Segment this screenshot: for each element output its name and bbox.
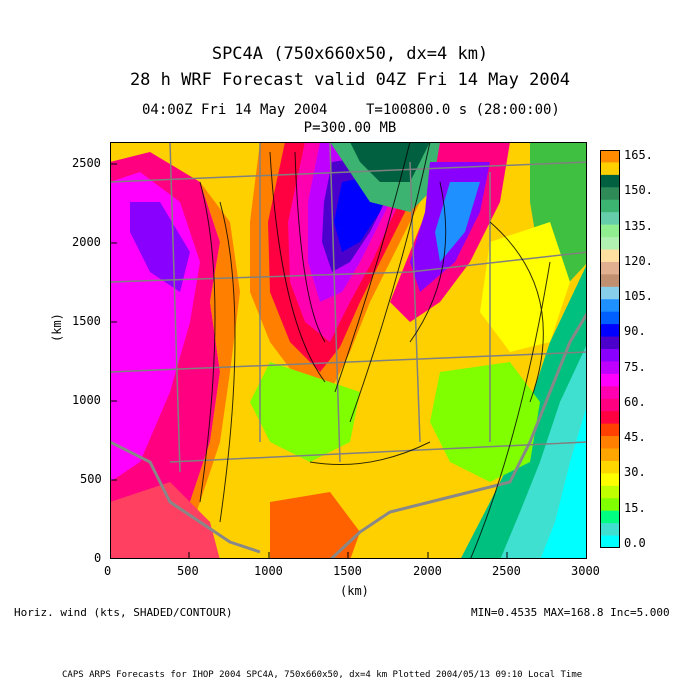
colorbar-swatch — [600, 361, 620, 375]
colorbar-label: 30. — [624, 465, 646, 480]
colorbar-swatch — [600, 162, 620, 176]
west-purple-core — [130, 202, 190, 292]
colorbar-swatch — [600, 212, 620, 226]
plot-subtitle: 28 h WRF Forecast valid 04Z Fri 14 May 2… — [129, 70, 571, 90]
colorbar-swatch — [600, 274, 620, 288]
plot-title: SPC4A (750x660x50, dx=4 km) — [211, 44, 489, 64]
colorbar-swatch — [600, 436, 620, 449]
colorbar-swatch — [600, 448, 620, 462]
y-tick-label: 2000 — [72, 235, 101, 249]
colorbar-swatch — [600, 485, 620, 499]
colorbar-label: 105. — [624, 289, 653, 304]
colorbar-label: 90. — [624, 324, 646, 339]
colorbar-swatch — [600, 336, 620, 350]
colorbar-swatch — [600, 498, 620, 512]
colorbar-swatch — [600, 535, 620, 548]
field-statistics: MIN=0.4535 MAX=168.8 Inc=5.000 — [471, 606, 670, 619]
x-tick-label: 2500 — [492, 564, 521, 578]
southwest-red-region — [110, 482, 220, 559]
wind-speed-map — [110, 142, 587, 559]
x-tick-label: 500 — [177, 564, 199, 578]
x-tick-label: 1000 — [254, 564, 283, 578]
colorbar-swatch — [600, 174, 620, 188]
plot-credit: CAPS ARPS Forecasts for IHOP 2004 SPC4A,… — [62, 670, 583, 680]
colorbar-swatch — [600, 398, 620, 412]
colorbar-swatch — [600, 386, 620, 400]
colorbar-swatch — [600, 349, 620, 362]
x-axis-label: (km) — [340, 584, 369, 598]
colorbar-label: 75. — [624, 359, 646, 374]
colorbar-swatch — [600, 473, 620, 487]
coastline-gulf-east — [328, 311, 587, 559]
field-description: Horiz. wind (kts, SHADED/CONTOUR) — [14, 606, 233, 619]
y-tick-label: 2500 — [72, 156, 101, 170]
colorbar-label: 135. — [624, 218, 653, 233]
y-tick-label: 1500 — [72, 314, 101, 328]
colorbar-label: 45. — [624, 430, 646, 445]
y-tick-label: 1000 — [72, 393, 101, 407]
colorbar-swatch — [600, 411, 620, 425]
model-time: T=100800.0 s (28:00:00) — [366, 102, 560, 118]
colorbar-swatch — [600, 324, 620, 338]
x-tick-label: 1500 — [333, 564, 362, 578]
x-tick-label: 3000 — [571, 564, 600, 578]
colorbar-swatch — [600, 373, 620, 387]
east-jet-blue — [435, 182, 480, 262]
colorbar-swatch — [600, 523, 620, 537]
colorbar-swatch — [600, 249, 620, 263]
colorbar-label: 15. — [624, 500, 646, 515]
colorbar-label: 165. — [624, 148, 653, 162]
colorbar-swatch — [600, 423, 620, 437]
colorbar — [600, 150, 620, 548]
atlantic-cyan-inner — [540, 405, 587, 559]
west-orange-band — [150, 182, 240, 559]
coastline-west — [110, 440, 261, 554]
colorbar-label: 0.0 — [624, 536, 646, 550]
colorbar-swatch — [600, 460, 620, 474]
state-borders — [110, 142, 587, 473]
colorbar-swatch — [600, 187, 620, 201]
x-tick-label: 0 — [104, 564, 112, 578]
appalachian-yellow — [480, 222, 570, 352]
colorbar-swatch — [600, 237, 620, 250]
southeast-green-region — [430, 362, 540, 482]
colorbar-label: 150. — [624, 183, 653, 198]
y-axis-label: (km) — [50, 313, 64, 342]
pressure-level: P=300.00 MB — [303, 120, 397, 136]
y-tick-label: 0 — [94, 551, 102, 565]
colorbar-swatch — [600, 311, 620, 325]
colorbar-swatch — [600, 224, 620, 238]
colorbar-swatch — [600, 199, 620, 213]
colorbar-swatch — [600, 510, 620, 524]
axis-ticks — [110, 163, 508, 559]
x-tick-label: 2000 — [413, 564, 442, 578]
contour-lines — [199, 142, 551, 559]
colorbar-label: 60. — [624, 394, 646, 409]
valid-time: 04:00Z Fri 14 May 2004 — [142, 102, 328, 118]
colorbar-swatch — [600, 286, 620, 300]
colorbar-swatch — [600, 299, 620, 313]
texas-orange-region — [270, 492, 360, 559]
y-tick-label: 500 — [80, 472, 102, 486]
colorbar-label: 120. — [624, 253, 653, 268]
colorbar-swatch — [600, 261, 620, 275]
central-green-region — [250, 362, 360, 462]
colorbar-swatch — [600, 150, 620, 163]
